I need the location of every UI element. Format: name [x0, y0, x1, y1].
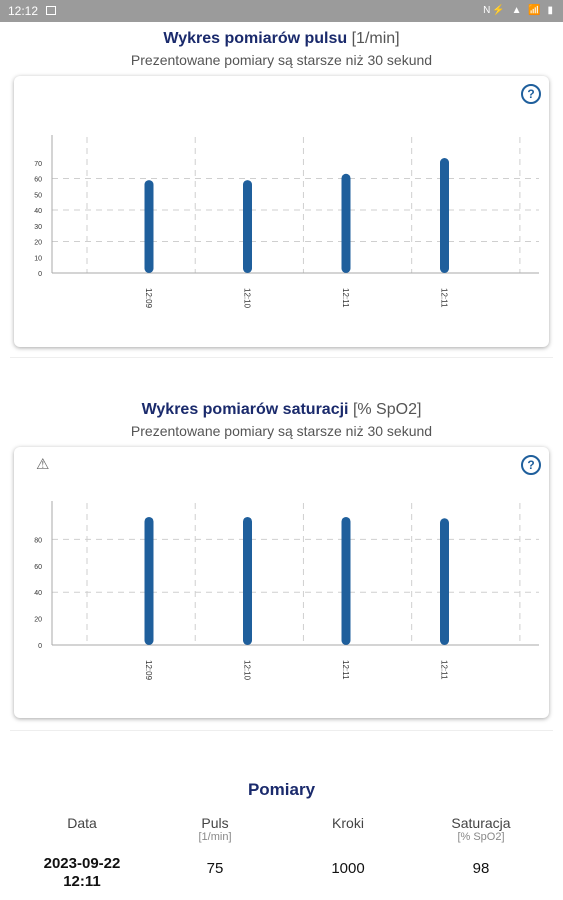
col-label: Saturacja	[451, 815, 511, 831]
measurements-title: Pomiary	[247, 780, 316, 799]
bar	[243, 516, 252, 645]
cell-date-time: 12:11	[63, 873, 101, 890]
x-tick-label: 12:10	[243, 288, 252, 309]
y-tick-label: 0	[38, 271, 42, 278]
y-tick-label: 20	[34, 240, 42, 247]
col-header-date: Data	[12, 815, 152, 831]
saturation-chart-title: Wykres pomiarów saturacji [% SpO2]	[0, 401, 563, 419]
bar	[440, 158, 449, 273]
x-tick-label: 12:09	[144, 660, 153, 681]
bar	[341, 173, 351, 273]
y-tick-label: 30	[34, 224, 42, 231]
y-tick-label: 0	[38, 643, 42, 650]
status-time: 12:12	[8, 4, 39, 18]
saturation-title-text: Wykres pomiarów saturacji	[141, 401, 349, 418]
x-tick-label: 12:09	[144, 288, 153, 309]
y-tick-label: 60	[34, 564, 42, 571]
x-tick-label: 12:10	[243, 660, 252, 681]
pulse-chart: 0 10 20 30 40 50 60 70 12:09 12:10 12:11 12:11	[34, 135, 539, 309]
x-tick-label: 12:11	[440, 288, 449, 308]
divider	[10, 357, 553, 358]
pulse-subtitle: Prezentowane pomiary są starsze niż 30 s…	[130, 52, 433, 68]
cell-steps: 1000	[331, 860, 365, 877]
y-tick-label: 80	[34, 537, 42, 544]
cell-saturation: 98	[472, 860, 490, 877]
col-unit: [1/min]	[198, 831, 232, 843]
x-tick-label: 12:11	[341, 288, 350, 308]
col-label: Data	[67, 815, 97, 831]
question-circle-icon[interactable]: ?	[521, 84, 541, 104]
y-tick-label: 40	[34, 590, 42, 597]
pulse-title-text: Wykres pomiarów pulsu	[163, 30, 348, 47]
y-tick-label: 60	[34, 177, 42, 184]
col-header-steps: Kroki	[278, 815, 418, 831]
y-tick-label: 20	[34, 617, 42, 624]
saturation-title-unit: [% SpO2]	[352, 401, 422, 418]
image-notification-icon	[46, 6, 56, 15]
pulse-chart-title: Wykres pomiarów pulsu [1/min]	[0, 30, 563, 48]
col-header-saturation: Saturacja [% SpO2]	[411, 815, 551, 843]
bar	[440, 518, 449, 645]
bar	[243, 180, 252, 273]
bar	[144, 180, 154, 273]
saturation-chart-card: ⚠ ? 0 20 40 60 80 12:09 12:10 12:11 12:11	[14, 447, 549, 718]
col-unit: [% SpO2]	[457, 831, 505, 843]
status-bar: 12:12 N⚡ ▲ 📶 ▮	[0, 0, 563, 22]
col-label: Kroki	[332, 815, 364, 831]
y-tick-label: 50	[34, 192, 42, 199]
cell-date: 2023-09-22 12:11	[12, 855, 152, 891]
bar	[341, 516, 351, 645]
question-circle-icon[interactable]: ?	[521, 455, 541, 475]
saturation-chart: 0 20 40 60 80 12:09 12:10 12:11 12:11	[34, 501, 539, 681]
cell-pulse: 75	[206, 860, 224, 877]
status-icons: N⚡ ▲ 📶 ▮	[483, 5, 555, 16]
bar	[144, 516, 154, 645]
col-header-pulse: Puls [1/min]	[145, 815, 285, 843]
y-tick-label: 40	[34, 208, 42, 215]
col-label: Puls	[201, 815, 229, 831]
saturation-subtitle: Prezentowane pomiary są starsze niż 30 s…	[130, 423, 433, 439]
divider	[10, 730, 553, 731]
y-tick-label: 70	[34, 161, 42, 168]
y-tick-label: 10	[34, 255, 42, 262]
x-tick-label: 12:11	[341, 660, 350, 680]
pulse-title-unit: [1/min]	[351, 30, 400, 47]
pulse-chart-card: ? 0 10 20 30 40 50 60 70 12:09 12:10 12:11 12:11	[14, 76, 549, 347]
alert-off-icon[interactable]: ⚠	[36, 456, 50, 473]
cell-date-day: 2023-09-22	[43, 855, 121, 872]
x-tick-label: 12:11	[440, 660, 449, 680]
